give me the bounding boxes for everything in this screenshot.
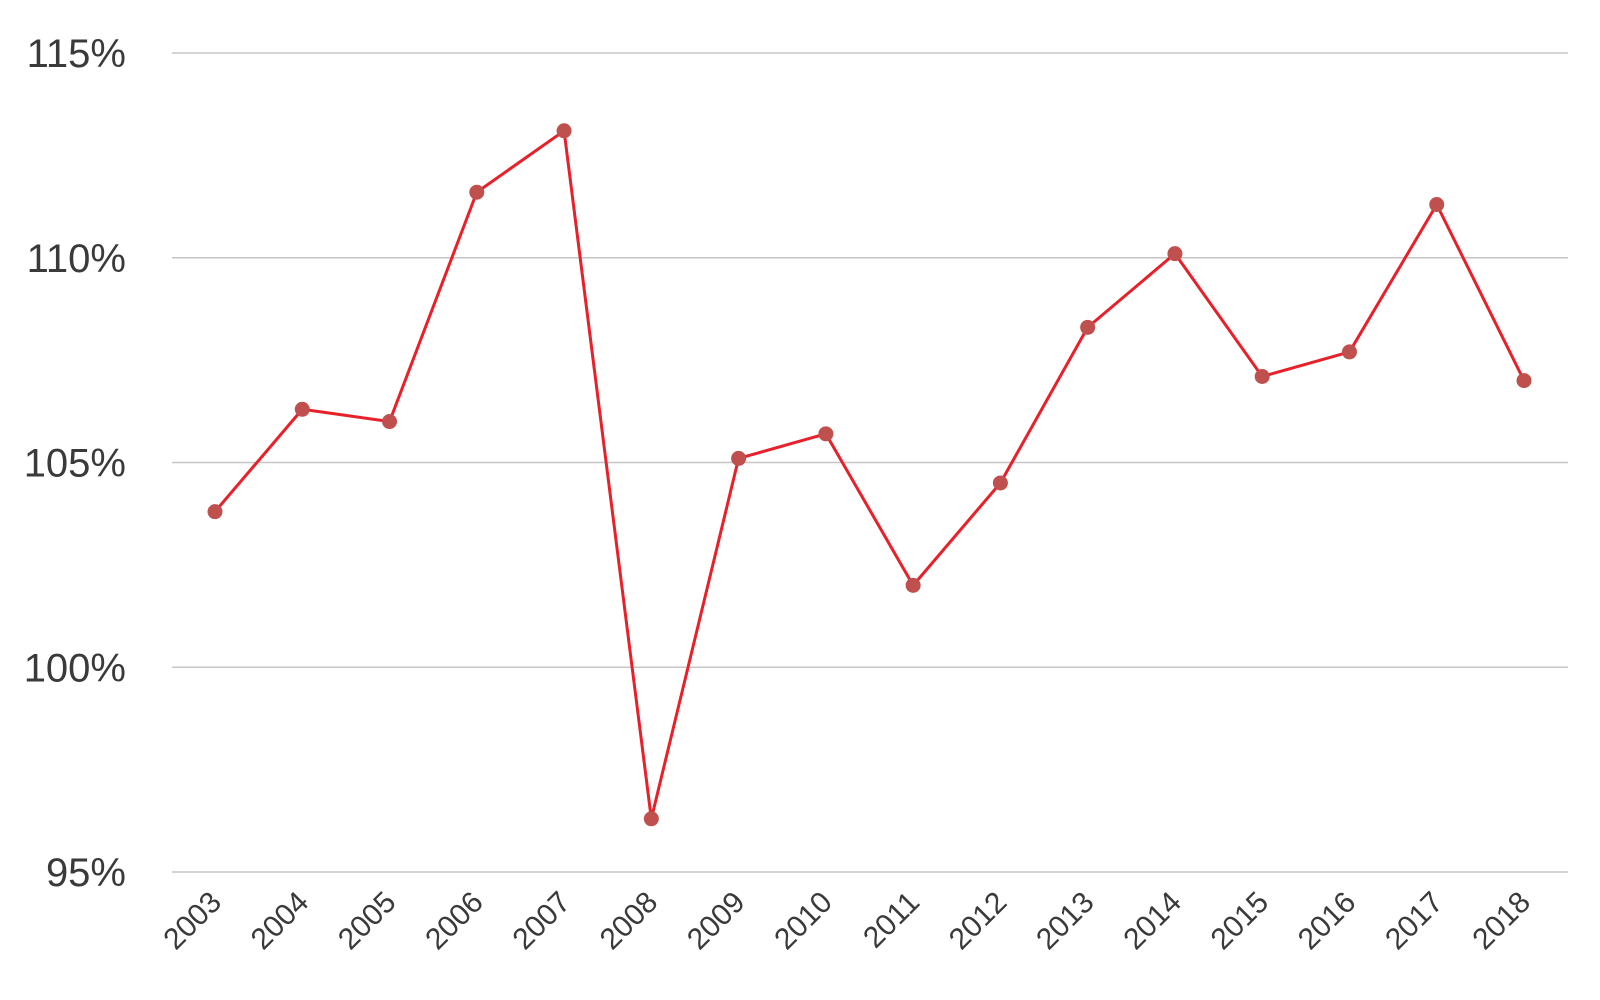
x-tick-label: 2013 [1030, 886, 1101, 957]
series-line [213, 129, 1526, 821]
x-tick-label: 2007 [506, 886, 577, 957]
x-tick-label: 2009 [681, 886, 752, 957]
data-point [992, 475, 1008, 491]
x-tick-label: 2017 [1379, 886, 1450, 957]
data-point [207, 504, 223, 520]
y-tick-label: 105% [24, 442, 126, 486]
y-tick-label: 110% [27, 237, 126, 281]
data-point [556, 123, 572, 139]
y-tick-label: 95% [46, 851, 126, 895]
y-axis-ticks: 95% 100% 105% 110% 115% [24, 32, 126, 895]
x-tick-label: 2010 [768, 886, 839, 957]
x-tick-label: 2005 [332, 886, 403, 957]
gridlines [172, 52, 1568, 873]
data-point [1167, 246, 1183, 262]
y-tick-label: 115% [27, 32, 126, 76]
x-tick-label: 2016 [1292, 886, 1363, 957]
x-tick-label: 2012 [943, 886, 1014, 957]
data-point [643, 811, 659, 827]
data-point [382, 414, 398, 430]
x-tick-label: 2008 [594, 886, 665, 957]
data-point [469, 184, 485, 200]
x-tick-label: 2004 [245, 886, 316, 957]
x-tick-label: 2018 [1466, 886, 1537, 957]
data-point [294, 401, 310, 417]
data-point [731, 450, 747, 466]
data-point [1341, 344, 1357, 360]
data-point [1516, 373, 1532, 389]
x-axis-ticks: 2003 2004 2005 2006 2007 2008 2009 2010 2011 2012… [157, 886, 1537, 957]
x-tick-label: 2014 [1117, 886, 1188, 957]
data-point [818, 426, 834, 442]
data-point [1080, 319, 1096, 335]
x-tick-label: 2011 [857, 886, 926, 955]
data-point [1429, 197, 1445, 213]
data-point [905, 577, 921, 593]
y-tick-label: 100% [24, 646, 126, 690]
x-tick-label: 2006 [419, 886, 490, 957]
series-layer [207, 123, 1532, 827]
x-tick-label: 2015 [1205, 886, 1276, 957]
data-point [1254, 369, 1270, 385]
x-tick-label: 2003 [157, 886, 228, 957]
